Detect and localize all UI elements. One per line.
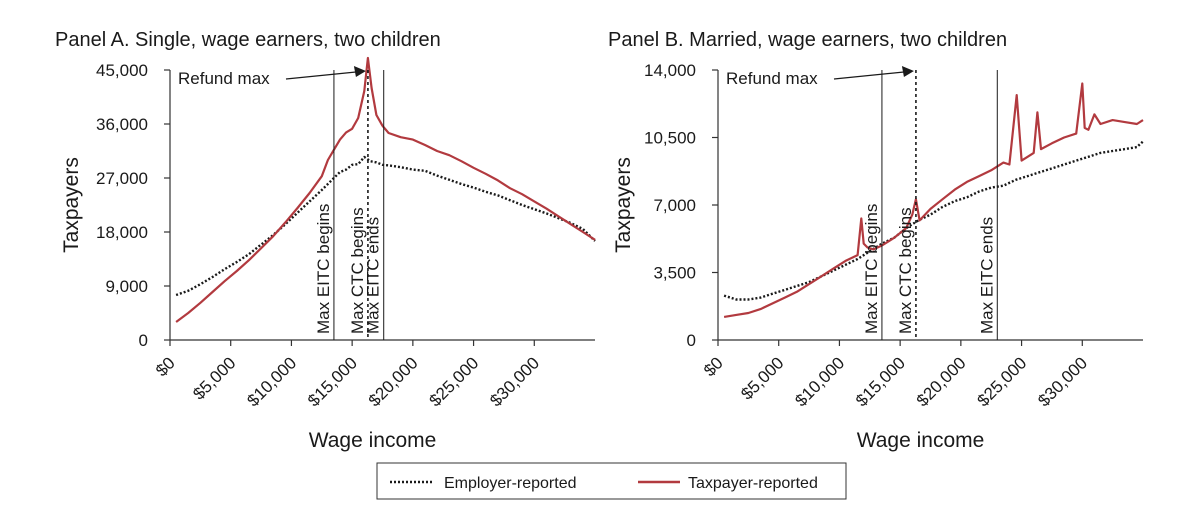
- panel-a-x-tick-label: $10,000: [243, 353, 300, 410]
- panel-a-vline-label-max-eitc-ends: Max EITC ends: [364, 217, 383, 334]
- panel-a-taxpayer-reported-line: [175, 56, 596, 323]
- panel-a-y-tick-label: 18,000: [96, 223, 148, 242]
- panel-b-x-axis-title: Wage income: [857, 429, 985, 452]
- panel-b-vline-label-max-eitc-begins: Max EITC begins: [862, 204, 881, 334]
- panel-a-x-tick-label: $30,000: [486, 353, 543, 410]
- panel-b-refund-max-arrowhead: [901, 66, 914, 77]
- panel-a-x-tick-label: $15,000: [304, 353, 361, 410]
- panel-b-x-tick-label: $25,000: [974, 353, 1031, 410]
- panel-b-taxpayer-reported-line: [723, 82, 1144, 318]
- panel-a-y-tick-label: 9,000: [105, 277, 148, 296]
- legend: Employer-reported Taxpayer-reported: [376, 462, 847, 500]
- panel-b-x-tick-label: $15,000: [852, 353, 909, 410]
- panel-b-employer-reported-line: [723, 140, 1144, 301]
- panel-a-y-tick-label: 36,000: [96, 115, 148, 134]
- panel-a-x-tick-label: $20,000: [365, 353, 422, 410]
- panel-a-x-tick-label: $0: [152, 353, 179, 380]
- panel-b-y-tick-label: 0: [687, 331, 696, 350]
- panel-b-y-axis-title: Taxpayers: [612, 157, 635, 253]
- panel-b-x-tick-label: $0: [700, 353, 727, 380]
- panel-a-refund-max-arrow: [285, 71, 356, 80]
- panel-a-y-tick-label: 45,000: [96, 61, 148, 80]
- panel-b-x-tick-label: $30,000: [1034, 353, 1091, 410]
- legend-frame: [376, 462, 847, 500]
- legend-label-taxpayer: Taxpayer-reported: [688, 475, 818, 492]
- panel-a-refund-max-arrowhead: [353, 66, 366, 77]
- panel-b-x-tick-label: $20,000: [913, 353, 970, 410]
- legend-label-employer: Employer-reported: [444, 475, 577, 492]
- panel-b-vline-label-max-eitc-ends: Max EITC ends: [977, 217, 996, 334]
- panel-b-x-tick-label: $5,000: [737, 353, 787, 403]
- panel-a-y-tick-label: 0: [139, 331, 148, 350]
- panel-b-vline-label-max-ctc-begins: Max CTC begins: [896, 207, 915, 334]
- panel-a-y-tick-label: 27,000: [96, 169, 148, 188]
- panel-a-x-tick-label: $25,000: [426, 353, 483, 410]
- panel-a-title: Panel A. Single, wage earners, two child…: [55, 29, 441, 51]
- panel-b-refund-max-label: Refund max: [726, 69, 818, 88]
- panel-a-vline-label-max-eitc-begins: Max EITC begins: [314, 204, 333, 334]
- panel-a-refund-max-label: Refund max: [178, 69, 270, 88]
- panel-b-y-tick-label: 14,000: [644, 61, 696, 80]
- panel-a-employer-reported-line: [175, 155, 596, 297]
- panel-b-plot: 0 3,500 7,000 10,500 14,000 $0 $5,000 $10,000 $1…: [612, 61, 1144, 452]
- panel-a-vline-label-max-ctc-begins: Max CTC begins: [348, 207, 367, 334]
- panel-b-y-tick-label: 3,500: [653, 264, 696, 283]
- panel-b-refund-max-arrow: [833, 71, 904, 80]
- panel-a-x-tick-label: $5,000: [189, 353, 239, 403]
- panel-b-title: Panel B. Married, wage earners, two chil…: [608, 29, 1007, 51]
- panel-a-x-axis-title: Wage income: [309, 429, 437, 452]
- panel-b-x-tick-label: $10,000: [791, 353, 848, 410]
- panel-a-y-axis-title: Taxpayers: [60, 157, 83, 253]
- panel-b-y-tick-label: 10,500: [644, 129, 696, 148]
- panel-b-y-tick-label: 7,000: [653, 196, 696, 215]
